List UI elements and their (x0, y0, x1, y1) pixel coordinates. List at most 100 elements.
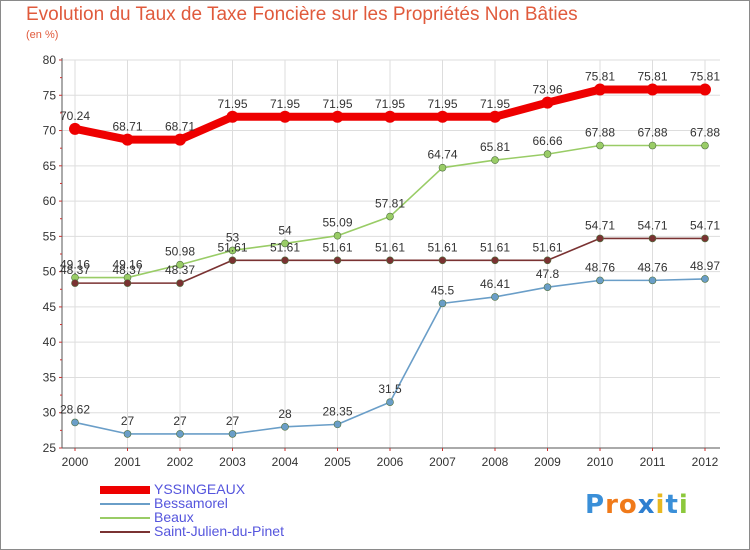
y-tick-label: 50 (43, 265, 57, 279)
data-point (121, 133, 134, 146)
x-tick-label: 2005 (324, 455, 351, 469)
data-point (489, 110, 501, 123)
data-point (71, 418, 79, 427)
data-label: 46.41 (480, 277, 510, 291)
x-tick-label: 2008 (482, 455, 509, 469)
data-point (701, 234, 709, 243)
data-label: 66.66 (532, 134, 562, 148)
legend-label: Bessamorel (154, 495, 228, 511)
logo-letter: x (637, 490, 656, 520)
data-label: 48.76 (585, 260, 615, 274)
y-tick-label: 60 (43, 194, 57, 208)
data-label: 28.35 (322, 404, 352, 418)
data-point (438, 163, 447, 172)
data-label: 28.62 (60, 402, 90, 416)
data-label: 50.98 (165, 245, 195, 259)
chart-unit-label: (en %) (26, 29, 59, 41)
data-point (594, 83, 606, 96)
data-point (648, 234, 657, 243)
data-point (701, 141, 709, 150)
legend-label: Saint-Julien-du-Pinet (154, 523, 284, 539)
y-tick-label: 65 (43, 159, 57, 173)
data-point (543, 150, 552, 158)
y-tick-label: 30 (43, 406, 57, 420)
data-point (176, 279, 184, 287)
data-point (491, 256, 499, 265)
data-point (228, 430, 237, 438)
data-label: 53 (226, 230, 240, 244)
data-point (71, 279, 79, 287)
legend-swatch (100, 486, 150, 494)
data-label: 54.71 (585, 218, 615, 232)
data-label: 67.88 (585, 126, 615, 140)
data-point (491, 293, 499, 301)
data-label: 55.09 (322, 216, 352, 230)
data-point (333, 256, 342, 265)
data-label: 48.37 (60, 263, 90, 277)
data-point (281, 423, 289, 431)
data-label: 54 (278, 223, 292, 237)
data-label: 48.97 (690, 259, 720, 273)
data-label: 75.81 (637, 70, 667, 84)
data-label: 71.95 (270, 97, 300, 111)
data-point (281, 256, 289, 265)
data-point (386, 256, 394, 265)
data-label: 67.88 (637, 126, 667, 140)
y-tick-label: 55 (43, 229, 57, 243)
data-label: 73.96 (532, 83, 562, 97)
data-label: 65.81 (480, 140, 510, 154)
logo-letter: P (585, 490, 606, 520)
y-tick-label: 75 (43, 88, 57, 102)
proxiti-logo: Proxiti (585, 490, 689, 520)
y-tick-label: 80 (43, 53, 57, 67)
data-label: 51.61 (217, 240, 247, 254)
y-tick-label: 45 (43, 300, 57, 314)
data-point (646, 83, 659, 96)
data-label: 54.71 (690, 218, 720, 232)
data-point (648, 141, 657, 150)
data-label: 49.16 (112, 258, 142, 272)
data-label: 48.76 (637, 260, 667, 274)
data-label: 68.71 (165, 120, 195, 134)
data-label: 51.61 (427, 240, 457, 254)
x-tick-label: 2001 (114, 455, 141, 469)
data-point (701, 275, 709, 283)
data-label: 27 (173, 414, 187, 428)
data-label: 27 (226, 414, 240, 428)
y-tick-label: 35 (43, 370, 57, 384)
data-point (491, 156, 499, 164)
data-label: 31.5 (378, 382, 402, 396)
legend-swatch (100, 531, 150, 533)
data-point (543, 256, 552, 265)
data-label: 47.8 (536, 267, 560, 281)
logo-letter: o (618, 490, 638, 520)
data-point (438, 256, 447, 265)
data-point (384, 110, 396, 123)
data-point (438, 299, 447, 308)
data-label: 49.16 (60, 258, 90, 272)
data-label: 45.5 (431, 283, 455, 297)
x-tick-label: 2007 (429, 455, 456, 469)
logo-letter: t (665, 490, 679, 520)
x-tick-label: 2003 (219, 455, 246, 469)
data-point (123, 279, 132, 287)
data-point (331, 110, 344, 123)
logo-letter: i (678, 490, 689, 520)
data-point (281, 239, 289, 248)
data-point (279, 110, 291, 123)
data-label: 48.37 (165, 263, 195, 277)
data-label: 71.95 (322, 97, 352, 111)
data-label: 28 (278, 407, 292, 421)
data-point (226, 110, 239, 123)
data-label: 51.61 (375, 240, 405, 254)
data-point (176, 430, 184, 438)
chart-title: Evolution du Taux de Taxe Foncière sur l… (26, 4, 578, 25)
x-tick-label: 2000 (62, 455, 89, 469)
x-tick-label: 2004 (272, 455, 299, 469)
logo-letter: r (605, 490, 619, 520)
data-point (543, 283, 552, 291)
data-point (228, 256, 237, 265)
legend-swatch (100, 517, 150, 519)
legend-label: YSSINGEAUX (154, 481, 246, 497)
